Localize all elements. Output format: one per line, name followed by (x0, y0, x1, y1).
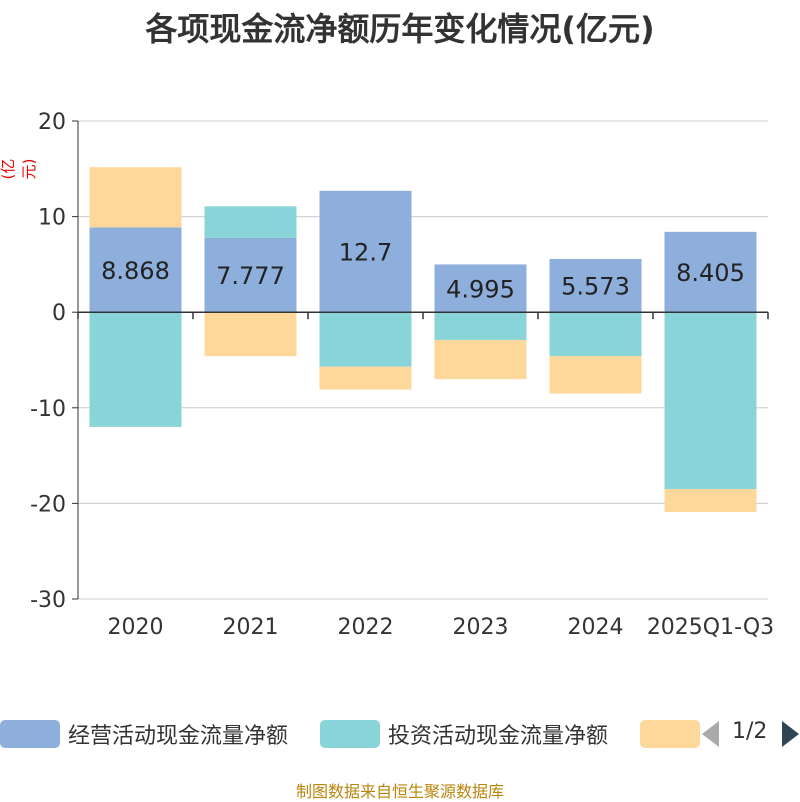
x-tick-label: 2025Q1-Q3 (647, 615, 774, 640)
data-label: 7.777 (216, 262, 285, 290)
legend-swatch-financing (640, 720, 700, 748)
y-tick-label: -20 (30, 492, 66, 517)
y-tick-label: 20 (38, 110, 66, 135)
bar-investing-2025Q1-Q3 (664, 312, 757, 490)
bar-financing-2025Q1-Q3 (664, 489, 757, 513)
legend-pager: 1/2 (700, 716, 800, 752)
bar-financing-2023 (434, 339, 527, 380)
bar-operating-2024 (549, 258, 642, 313)
bar-investing-2021 (204, 206, 297, 238)
x-tick-label: 2022 (338, 615, 394, 640)
x-tick-label: 2021 (223, 615, 279, 640)
bar-investing-2020 (89, 312, 182, 427)
y-tick-label: 0 (52, 301, 66, 326)
bar-operating-2025Q1-Q3 (664, 231, 757, 313)
legend-item-investing[interactable]: 投资活动现金流量净额 (320, 716, 608, 752)
data-source-note: 制图数据来自恒生聚源数据库 (295, 782, 504, 801)
data-label: 8.405 (676, 259, 745, 287)
bar-operating-2020 (89, 227, 182, 313)
data-label: 8.868 (101, 257, 170, 285)
x-tick-label: 2020 (108, 615, 164, 640)
y-tick-label: -30 (30, 588, 66, 613)
x-tick-label: 2024 (568, 615, 624, 640)
legend-item-financing[interactable] (640, 716, 708, 752)
legend-item-operating[interactable]: 经营活动现金流量净额 (0, 716, 288, 752)
data-label: 5.573 (561, 273, 630, 301)
data-label: 4.995 (446, 275, 515, 303)
bar-investing-2024 (549, 312, 642, 357)
bar-financing-2020 (89, 167, 182, 228)
y-tick-label: 10 (38, 206, 66, 231)
legend-next-arrow-icon[interactable] (782, 721, 799, 747)
data-label: 12.7 (339, 238, 392, 266)
y-tick-label: -10 (30, 397, 66, 422)
bar-investing-2022 (319, 312, 412, 367)
legend-page-indicator: 1/2 (732, 719, 768, 744)
bar-financing-2022 (319, 366, 412, 390)
legend-swatch-operating (0, 720, 60, 748)
x-tick-label: 2023 (453, 615, 509, 640)
chart-title: 各项现金流净额历年变化情况(亿元) (145, 10, 655, 48)
legend-label-investing: 投资活动现金流量净额 (388, 724, 609, 749)
bar-operating-2021 (204, 237, 297, 313)
bar-financing-2024 (549, 356, 642, 394)
legend-prev-arrow-icon[interactable] (702, 721, 719, 747)
legend-swatch-investing (320, 720, 380, 748)
bar-operating-2023 (434, 264, 527, 313)
legend-label-operating: 经营活动现金流量净额 (68, 724, 289, 749)
bar-financing-2021 (204, 312, 297, 357)
bar-operating-2022 (319, 190, 412, 313)
bar-investing-2023 (434, 312, 527, 340)
